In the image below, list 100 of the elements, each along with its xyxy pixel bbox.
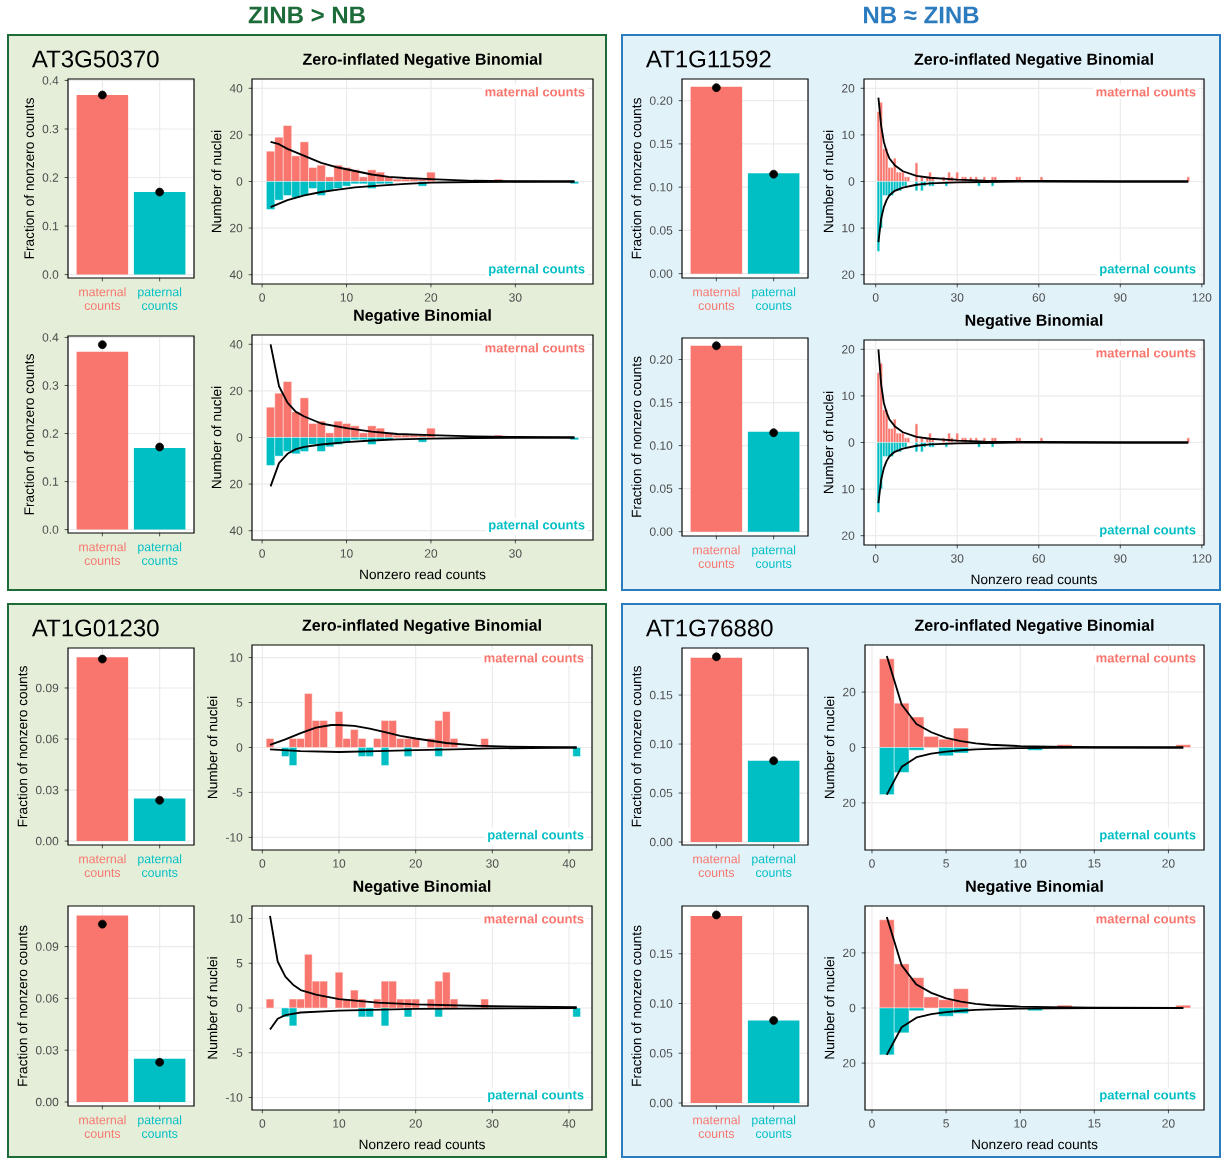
chart-title: Negative Binomial [353, 880, 491, 896]
y-tick-label: 0.05 [649, 788, 673, 798]
x-tick-label: 30 [951, 293, 964, 302]
y-tick-label: 0.10 [649, 182, 673, 192]
x-tick-label: 0 [869, 859, 875, 868]
x-tick-label: 5 [943, 1119, 949, 1128]
x-tick-label: 10 [340, 293, 353, 302]
y-tick-label: 20 [842, 531, 855, 540]
y-tick-label: 0.15 [649, 690, 673, 700]
x-tick-label: 10 [1014, 1119, 1027, 1128]
text: paternal counts [1100, 1089, 1196, 1103]
y-tick-label: 20 [842, 84, 855, 93]
y-tick-label: 0 [236, 1003, 243, 1013]
y-tick-label: 0.09 [35, 942, 59, 951]
x-tick-label: paternal counts [752, 545, 796, 568]
text: paternal counts [489, 519, 585, 533]
chart-title: Zero-inflated Negative Binomial [302, 619, 541, 635]
x-tick-label: 10 [333, 1119, 346, 1128]
y-tick-label: 20 [843, 948, 856, 958]
y-axis-title: Number of nuclei [823, 130, 834, 233]
x-tick-label: 15 [1088, 1119, 1101, 1128]
y-axis-title: Fraction of nonzero counts [17, 666, 28, 827]
text: maternal counts [1096, 652, 1196, 663]
y-tick-label: 0.00 [35, 836, 59, 846]
y-tick-label: 0.05 [649, 1049, 673, 1058]
text: maternal counts [485, 86, 585, 97]
y-axis-title: Fraction of nonzero counts [23, 98, 34, 259]
y-tick-label: 0.10 [649, 999, 673, 1008]
y-tick-label: 10 [842, 223, 855, 233]
y-tick-label: 0.3 [42, 124, 59, 134]
chart-title: Zero-inflated Negative Binomial [914, 53, 1153, 69]
y-tick-label: 0.00 [649, 269, 673, 278]
y-tick-label: 40 [229, 84, 243, 93]
y-tick-label: 0 [848, 177, 855, 186]
x-tick-label: 0 [259, 859, 266, 868]
chart-title: Negative Binomial [354, 309, 491, 325]
text: paternal counts [488, 1089, 584, 1103]
x-tick-label: 20 [409, 859, 422, 868]
y-tick-label: 20 [843, 1058, 856, 1068]
x-tick-label: 10 [1014, 859, 1027, 868]
y-axis-title: Number of nuclei [211, 386, 222, 489]
x-tick-label: paternal counts [138, 542, 182, 565]
y-tick-label: 10 [230, 914, 243, 923]
chart-title: Zero-inflated Negative Binomial [914, 619, 1154, 635]
y-tick-label: 0.03 [35, 1045, 59, 1055]
x-axis-title: Nonzero read counts [972, 1139, 1098, 1150]
x-tick-label: 10 [333, 859, 346, 868]
text: paternal counts [1100, 263, 1196, 277]
y-tick-label: 0.1 [42, 477, 59, 486]
y-tick-label: -10 [225, 833, 243, 842]
text: NB ≈ ZINB [864, 6, 979, 24]
y-tick-label: 0.00 [649, 837, 673, 847]
y-tick-label: 0 [849, 743, 856, 752]
x-tick-label: maternal counts [693, 854, 740, 877]
y-tick-label: 20 [230, 479, 243, 489]
y-tick-label: 0 [848, 438, 855, 447]
y-tick-label: 0 [849, 1003, 856, 1013]
x-tick-label: maternal counts [79, 1115, 126, 1138]
y-tick-label: 10 [842, 130, 855, 140]
x-tick-label: maternal counts [79, 542, 126, 565]
y-tick-label: 40 [229, 526, 243, 535]
x-tick-label: paternal counts [752, 854, 796, 877]
y-tick-label: 0.15 [649, 139, 673, 149]
chart-title: Negative Binomial [965, 314, 1103, 330]
x-tick-label: maternal counts [79, 287, 126, 310]
x-tick-label: maternal counts [693, 287, 740, 310]
x-tick-label: 30 [951, 554, 964, 563]
x-tick-label: 10 [340, 549, 353, 558]
x-tick-label: 0 [872, 554, 879, 563]
text: maternal counts [1096, 86, 1196, 97]
y-axis-title: Fraction of nonzero counts [17, 925, 28, 1086]
y-tick-label: 0 [236, 177, 243, 186]
y-tick-label: 0.05 [649, 226, 673, 235]
x-tick-label: paternal counts [138, 287, 182, 310]
x-axis-title: Nonzero read counts [971, 574, 1097, 585]
y-tick-label: 0.06 [35, 734, 59, 744]
y-tick-label: 20 [843, 798, 856, 808]
chart-title: AT3G50370 [31, 50, 159, 68]
x-tick-label: 0 [872, 293, 879, 302]
y-axis-title: Number of nuclei [824, 957, 835, 1059]
y-tick-label: -5 [232, 1048, 243, 1057]
chart-title: Zero-inflated Negative Binomial [302, 53, 542, 69]
y-tick-label: 0.03 [35, 785, 59, 795]
y-tick-label: 0.4 [42, 333, 59, 342]
y-tick-label: 40 [229, 340, 243, 349]
y-tick-label: 20 [230, 223, 243, 233]
chart-title: AT1G11592 [645, 50, 771, 68]
x-tick-label: 120 [1192, 293, 1212, 302]
y-tick-label: 0.1 [42, 221, 59, 231]
x-tick-label: 0 [259, 293, 265, 302]
x-tick-label: 30 [509, 549, 522, 558]
y-tick-label: 0.10 [649, 739, 673, 749]
x-tick-label: 30 [509, 293, 522, 302]
y-axis-title: Number of nuclei [207, 957, 218, 1059]
y-axis-title: Number of nuclei [823, 391, 834, 494]
x-tick-label: 15 [1088, 859, 1101, 868]
y-tick-label: 0.00 [649, 1098, 673, 1108]
y-axis-title: Number of nuclei [207, 696, 218, 799]
y-tick-label: 0.20 [649, 96, 673, 105]
y-tick-label: 0.09 [35, 683, 59, 693]
